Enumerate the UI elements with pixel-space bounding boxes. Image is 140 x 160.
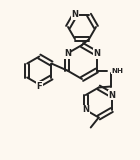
Text: NH: NH [112,68,124,73]
Text: N: N [64,49,71,58]
Text: N: N [108,91,115,100]
Text: F: F [36,82,42,91]
Text: N: N [72,10,79,19]
Text: N: N [82,105,89,115]
Text: N: N [93,49,100,58]
